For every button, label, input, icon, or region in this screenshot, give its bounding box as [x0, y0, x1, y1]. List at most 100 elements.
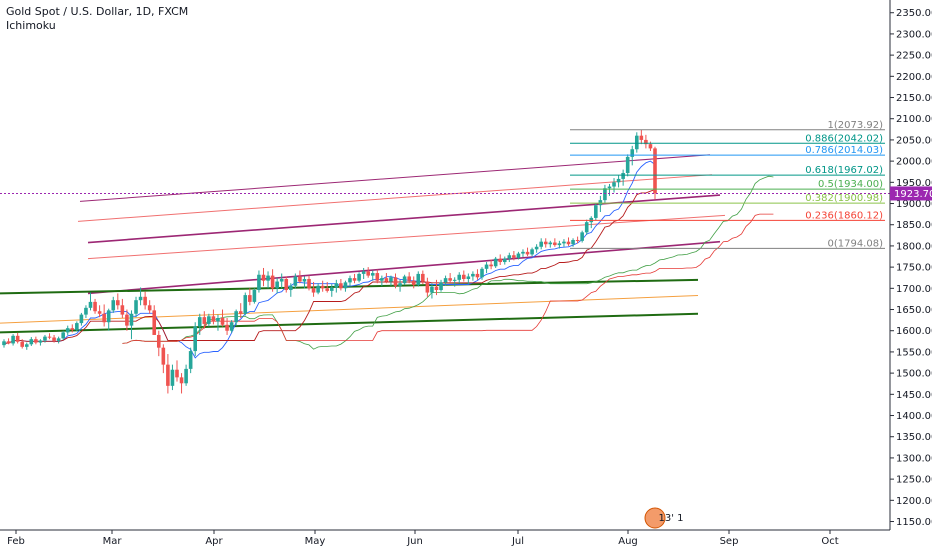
price-tick-label: 1600.00: [896, 326, 932, 337]
price-tick-label: 2050.00: [896, 135, 932, 146]
candle: [302, 276, 307, 289]
candle: [75, 321, 79, 332]
indicator-name: Ichimoku: [6, 19, 56, 32]
candle: [612, 178, 616, 193]
candle: [484, 262, 489, 274]
candle-body: [421, 273, 425, 282]
candle: [93, 298, 97, 314]
candle: [316, 283, 320, 295]
time-tick-label: Oct: [821, 536, 838, 547]
candle-body: [34, 339, 38, 343]
price-tick-label: 1850.00: [896, 220, 932, 231]
candle-body: [425, 281, 430, 293]
last-price-badge: [890, 186, 932, 201]
candle: [120, 298, 125, 318]
candle-body: [443, 278, 448, 283]
candle-body: [24, 344, 29, 347]
candle: [384, 273, 389, 284]
candle-body: [134, 300, 138, 314]
candle-body: [184, 368, 188, 384]
candle: [43, 334, 47, 343]
candle: [553, 238, 557, 247]
candle: [175, 360, 179, 382]
candle-body: [52, 337, 56, 341]
candle-body: [584, 222, 589, 233]
candle: [498, 254, 503, 265]
candle: [616, 175, 621, 188]
candle: [493, 256, 498, 268]
candle: [402, 274, 407, 285]
candle-body: [266, 275, 270, 281]
candle-body: [325, 288, 330, 291]
candle-body: [2, 341, 6, 346]
candle: [266, 271, 270, 289]
candle-body: [580, 232, 584, 241]
candle: [289, 283, 293, 297]
candle-body: [471, 273, 475, 277]
candle: [24, 342, 29, 350]
candle: [216, 314, 220, 331]
candle-body: [120, 305, 125, 315]
channel-lower-line: [87, 240, 721, 295]
candle: [416, 271, 421, 287]
candle-body: [29, 339, 34, 345]
candle: [352, 273, 357, 284]
candle-body: [525, 251, 530, 255]
candle: [644, 134, 648, 149]
candle: [170, 364, 175, 391]
candle-body: [448, 278, 452, 281]
candle: [211, 309, 216, 325]
candle-body: [170, 369, 175, 386]
price-tick-label: 1350.00: [896, 432, 932, 443]
candle-body: [188, 351, 193, 369]
candle: [88, 292, 93, 311]
candle-body: [434, 286, 439, 291]
candle-body: [102, 313, 106, 323]
candle: [179, 373, 184, 394]
candle: [530, 247, 534, 257]
candle: [521, 249, 525, 257]
candle: [548, 240, 553, 248]
candle-body: [475, 273, 480, 278]
candle: [603, 184, 607, 204]
candle-body: [243, 295, 248, 314]
candle: [284, 276, 289, 293]
fib-level-label: 0.236(1860.12): [805, 210, 883, 221]
candle-body: [143, 296, 147, 306]
candle: [621, 169, 625, 186]
candle: [152, 305, 157, 335]
candle-body: [644, 139, 648, 145]
candle: [594, 203, 598, 221]
candle: [197, 313, 202, 335]
candle: [84, 305, 88, 318]
candle: [252, 288, 257, 304]
candle-body: [370, 273, 375, 276]
candle-body: [61, 332, 65, 339]
candle-body: [11, 335, 15, 344]
candle: [270, 269, 275, 292]
candle: [6, 338, 11, 345]
price-axis: 1150.00 1200.00 1250.00 1300.00 1350.00 1400.…: [889, 0, 932, 530]
event-badge-label: 13' 1: [658, 513, 683, 524]
candle-body: [97, 311, 102, 314]
candle-body: [79, 314, 84, 324]
candle: [207, 313, 211, 327]
candle-body: [339, 283, 343, 289]
time-tick-label: Apr: [205, 536, 223, 547]
candle: [325, 281, 330, 293]
candle-body: [156, 334, 161, 348]
candle-body: [238, 311, 243, 314]
fib-level-label: 0(1794.08): [827, 238, 883, 249]
candle: [393, 273, 398, 289]
candle: [97, 305, 102, 318]
candle-body: [166, 364, 170, 386]
candle: [238, 303, 243, 318]
price-tick-label: 1650.00: [896, 305, 932, 316]
candle-body: [407, 276, 411, 281]
candle-body: [70, 328, 75, 330]
candle-body: [348, 278, 352, 283]
fib-level-label: 0.886(2042.02): [805, 133, 883, 144]
candle-body: [293, 276, 298, 286]
candle: [56, 336, 61, 344]
